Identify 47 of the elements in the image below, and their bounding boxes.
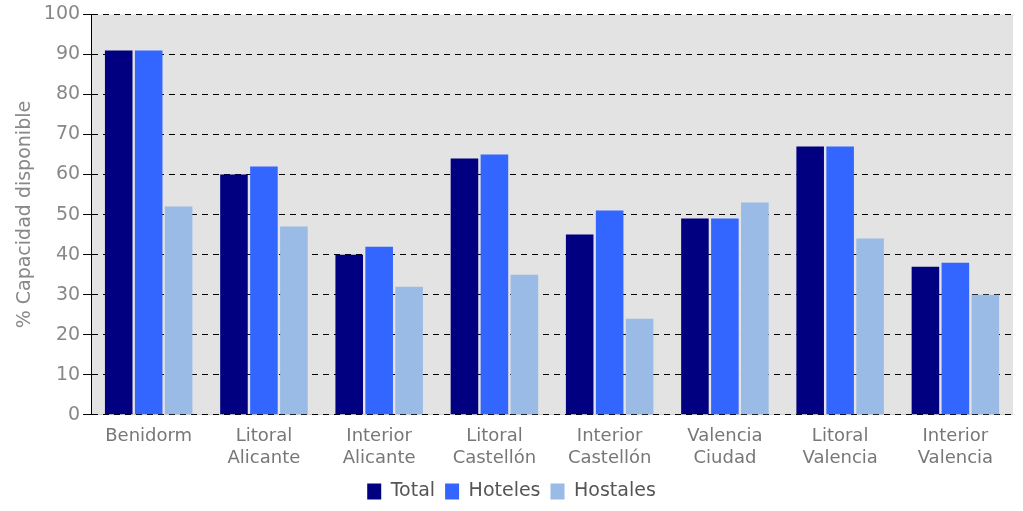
- bar: [565, 234, 594, 415]
- x-tick-label: Litoral Valencia: [802, 424, 878, 467]
- x-tick-label: Litoral Alicante: [227, 424, 301, 467]
- y-tick-label: 0: [67, 401, 81, 424]
- x-tick-label: Interior Alicante: [342, 424, 416, 467]
- bar: [134, 50, 163, 415]
- y-tick-label: 40: [55, 241, 81, 264]
- bar: [941, 262, 970, 415]
- bar: [711, 218, 739, 415]
- bar: [510, 274, 539, 415]
- bar: [104, 50, 133, 415]
- bar: [911, 266, 940, 415]
- x-tick-label: Interior Valencia: [917, 424, 994, 467]
- bar: [971, 294, 1000, 415]
- bar: [625, 318, 654, 415]
- legend-label: Hostales: [574, 478, 656, 501]
- x-tick-label: Interior Castellón: [567, 424, 652, 467]
- y-tick-label: 30: [55, 281, 81, 304]
- bar: [250, 166, 278, 415]
- bar: [856, 238, 884, 415]
- bar: [280, 226, 308, 415]
- bar: [796, 146, 824, 415]
- x-tick-label: Litoral Castellón: [452, 424, 537, 467]
- bar: [480, 154, 509, 415]
- bar: [395, 286, 423, 415]
- bar: [826, 146, 854, 415]
- y-tick-label: 20: [55, 321, 81, 344]
- bar: [741, 202, 769, 415]
- bar: [335, 254, 363, 415]
- bar: [450, 158, 479, 415]
- y-tick-label: 50: [55, 201, 81, 224]
- bar: [595, 210, 624, 415]
- x-tick-label: Benidorm: [105, 424, 193, 446]
- legend-label: Hoteles: [468, 478, 541, 501]
- x-tick-label: Valencia Ciudad: [687, 424, 763, 467]
- y-tick-label: 80: [55, 81, 81, 104]
- y-axis-title: % Capacidad disponible: [12, 100, 35, 329]
- bar: [164, 206, 193, 415]
- legend-label: Total: [389, 478, 436, 501]
- y-tick-label: 70: [55, 121, 81, 144]
- y-tick-label: 60: [55, 161, 81, 184]
- bar: [681, 218, 709, 415]
- y-tick-label: 90: [55, 41, 81, 64]
- bar: [220, 174, 248, 415]
- y-tick-label: 100: [43, 1, 81, 24]
- y-tick-label: 10: [55, 361, 81, 384]
- bar: [365, 246, 393, 415]
